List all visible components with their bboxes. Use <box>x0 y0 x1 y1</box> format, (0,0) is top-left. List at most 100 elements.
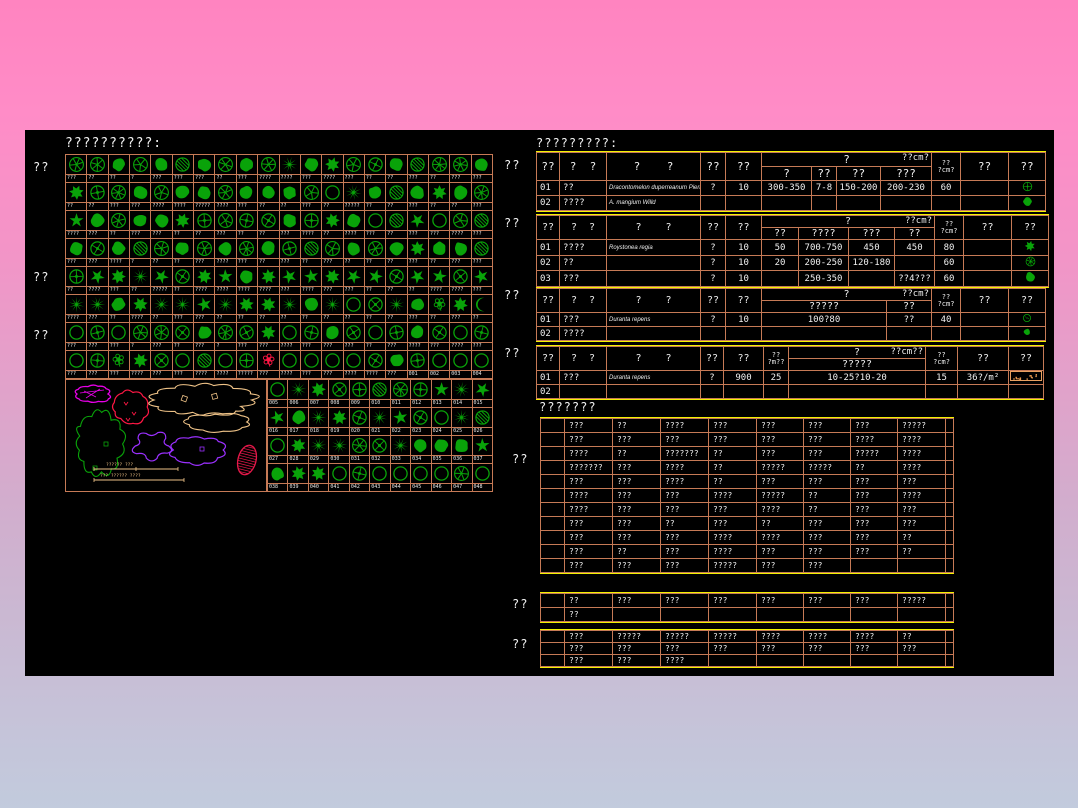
spec-cell <box>761 195 812 211</box>
tree-symbol-cell: 013 <box>431 380 452 407</box>
tree-symbol-icon <box>475 438 490 452</box>
tree-symbol-cell: 001 <box>407 351 428 378</box>
spec-cell: 03 <box>536 270 560 287</box>
spec-cell <box>957 384 1009 399</box>
tree-symbol-icon <box>260 297 276 312</box>
spec-cell: Dracontomelon duperreanum Pierre <box>606 180 701 196</box>
tree-symbol-cell: ???? <box>343 211 364 238</box>
symbol-label: 027 <box>268 455 288 463</box>
symbol-label: ??? <box>407 230 428 238</box>
tree-symbol-icon <box>434 466 449 481</box>
notes-cell: ??? <box>803 446 851 461</box>
symbol-label: ???? <box>66 230 87 238</box>
tree-symbol-cell: ??? <box>407 239 428 266</box>
tree-symbol-cell: ?? <box>66 267 87 294</box>
spec-cell <box>763 384 789 399</box>
symbol-label: ??? <box>386 342 407 350</box>
notes-cell: ?? <box>708 474 757 489</box>
spec-cell: 15 <box>925 370 958 385</box>
spec-header-cell: ? ? <box>606 152 701 181</box>
tree-symbol-icon <box>474 353 490 368</box>
tree-symbol-cell: ? <box>130 239 151 266</box>
spec-header-group: ? ??cm? <box>760 215 936 228</box>
spec-header-cell: ? ? <box>559 215 607 240</box>
spec-header-cell: ? ? <box>559 152 607 181</box>
tree-symbol-icon <box>271 467 285 481</box>
tree-symbol-cell: ?? <box>194 211 215 238</box>
tree-symbol-icon <box>352 410 367 425</box>
spec-cell <box>960 326 1009 341</box>
tree-symbol-cell: 009 <box>349 380 370 407</box>
symbol-label: ??? <box>471 202 492 210</box>
notes-cell: ??? <box>660 488 709 503</box>
symbol-label: ?? <box>215 314 236 322</box>
notes-cell: ??? <box>612 516 661 531</box>
tree-symbol-cell: ???? <box>215 239 236 266</box>
tree-symbol-icon <box>68 185 84 200</box>
tree-symbol-icon <box>111 325 127 340</box>
notes-cell: ???? <box>564 502 613 517</box>
symbol-label: ??? <box>279 286 300 294</box>
spec-cell <box>963 270 1013 287</box>
spec-header-sub: ?? <box>761 227 799 240</box>
tree-symbol-icon <box>311 466 326 481</box>
symbol-label: ??? <box>87 258 108 266</box>
tree-symbol-icon <box>413 466 429 481</box>
tree-symbol-cell: ???? <box>130 351 151 378</box>
spec-cell: ???? <box>559 239 607 256</box>
symbol-label: ?? <box>428 258 450 266</box>
tree-symbol-icon <box>352 438 367 453</box>
tree-symbol-icon <box>434 439 449 453</box>
tree-symbol-cell: ??? <box>66 239 87 266</box>
symbol-label: ??? <box>66 174 87 182</box>
symbol-label: 018 <box>308 427 329 435</box>
symbol-label: ?? <box>130 286 151 294</box>
notes-cell <box>945 593 954 608</box>
tree-symbol-cell: ?? <box>151 239 172 266</box>
tree-symbol-icon <box>154 353 169 368</box>
symbol-label: ??? <box>66 258 87 266</box>
tree-symbol-cell: ?? <box>364 295 386 322</box>
spec-table-2: ??? ?? ?????? ??cm??? ?cm???????????????? 0… <box>536 214 1050 288</box>
tree-symbol-cell: ?? <box>172 239 194 266</box>
spec-header-sub: ??? <box>848 227 895 240</box>
notes-cell <box>945 607 954 622</box>
notes-cell: ????? <box>708 558 757 573</box>
tree-symbol-cell: 024 <box>431 408 452 435</box>
tree-symbol-cell: ??? <box>87 351 108 378</box>
symbol-label: ?? <box>343 258 364 266</box>
tree-symbol-cell: ??? <box>108 183 130 210</box>
tree-symbol-icon <box>453 297 468 312</box>
tree-symbol-cell: ?? <box>258 183 279 210</box>
tree-symbol-icon <box>369 269 383 284</box>
tree-symbol-cell: ??? <box>407 183 428 210</box>
symbol-label: ??? <box>108 202 130 210</box>
tree-symbol-cell: 007 <box>308 380 329 407</box>
tree-symbol-icon <box>90 185 105 200</box>
tree-symbol-icon <box>310 437 327 454</box>
symbol-label: ??? <box>172 174 194 182</box>
tree-symbol-icon <box>262 353 275 367</box>
tree-symbol-cell: ??? <box>300 183 322 210</box>
symbol-label: ?? <box>108 314 130 322</box>
tree-symbol-icon <box>325 353 340 368</box>
spec-cell <box>960 195 1009 211</box>
tree-symbol-cell: ?? <box>130 267 151 294</box>
tree-symbol-cell: 043 <box>370 464 390 491</box>
notes-cell <box>540 488 565 503</box>
symbol-label: ???? <box>343 370 364 378</box>
notes-cell: ??? <box>850 488 898 503</box>
tree-symbol-icon <box>1025 256 1035 267</box>
notes-cell: ???? <box>660 418 709 433</box>
tree-symbol-cell: ??? <box>471 211 492 238</box>
symbol-label: ?? <box>428 314 450 322</box>
notes-cell: ????? <box>897 418 946 433</box>
tree-symbol-icon <box>411 325 424 339</box>
tree-symbol-icon <box>410 241 426 256</box>
tree-symbol-cell: ??? <box>386 351 407 378</box>
tree-symbol-cell: ?? <box>322 295 343 322</box>
tree-symbol-cell: ?? <box>428 239 450 266</box>
symbol-label: ?? <box>364 342 386 350</box>
tree-symbol-icon <box>290 438 305 453</box>
tree-symbol-cell: ??? <box>66 351 87 378</box>
